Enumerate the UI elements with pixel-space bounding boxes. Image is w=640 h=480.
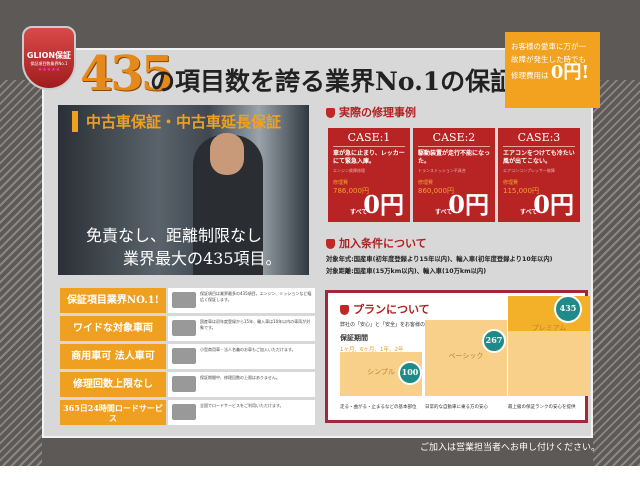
person-head: [210, 133, 244, 175]
plan-period: 1ヶ月、6ヶ月、1年、2年: [340, 347, 404, 353]
case-desc: 駆動装置が走行不能になった。: [418, 150, 491, 165]
road-service-icon: [172, 404, 196, 420]
badge-sub: 保証項目数業界No.1: [30, 61, 68, 66]
year-icon: [172, 320, 196, 336]
case-card: CASE:1 車が急に止まり、レッカーにて緊急入庫。 エンジン故障修理 修理費 …: [328, 128, 410, 222]
lift-icon: [172, 376, 196, 392]
case-card: CASE:2 駆動装置が走行不能になった。 トランスミッション不具合 修理費 8…: [413, 128, 495, 222]
feature-row: 修理回数上限なし 保証期間中、修理回数の上限はありません。: [60, 372, 315, 397]
engine-icon: [172, 292, 196, 308]
case-desc: 車が急に止まり、レッカーにて緊急入庫。: [333, 150, 405, 165]
plan-items: 267: [485, 335, 503, 345]
feature-info: 保証項目は業界最多の435項目。エンジン、ミッションなど幅広く保証します。: [168, 288, 315, 313]
plan-caption: 日常的な自動車に乗る方の安心: [425, 405, 488, 410]
feature-label: 修理回数上限なし: [60, 372, 166, 397]
conditions-heading-text: 加入条件について: [339, 237, 427, 250]
plan-items: 100: [401, 367, 419, 377]
case-price: 786,000円: [333, 187, 369, 195]
case-all: すべて: [435, 209, 453, 216]
case-price: 115,000円: [503, 187, 539, 195]
case-all: すべて: [520, 209, 538, 216]
promo-box: お客様の愛車に万が一 故障が発生した時でも 修理費用は 0円!: [505, 32, 600, 108]
condition-distance: 対象距離:国産車(15万km以内)、輸入車(10万km以内): [326, 268, 487, 275]
case-detail: トランスミッション不具合: [418, 168, 466, 173]
case-price-label: 修理費: [418, 180, 434, 186]
condition-year: 対象年式:国産車(初年度登録より15年以内)、輸入車(初年度登録より10年以内): [326, 256, 553, 263]
feature-row: 365日24時間ロードサービス 全国でロードサービスをご利用いただけます。: [60, 400, 315, 425]
case-detail: エアコンコンプレッサー故障: [503, 168, 555, 173]
feature-label: 365日24時間ロードサービス: [60, 400, 166, 425]
case-title: CASE:3: [503, 131, 575, 147]
badge-brand: GLION保証: [26, 51, 72, 60]
plan-items-badge: 100: [398, 361, 422, 385]
feature-row: 保証項目業界NO.1! 保証項目は業界最多の435項目。エンジン、ミッションなど幅…: [60, 288, 315, 313]
badge-stars: ★★★★★: [37, 67, 61, 73]
headline-number: 435: [80, 46, 174, 102]
case-card: CASE:3 エアコンをつけても冷たい風が出てこない。 エアコンコンプレッサー故…: [498, 128, 580, 222]
case-price-label: 修理費: [503, 180, 519, 186]
case-desc: エアコンをつけても冷たい風が出てこない。: [503, 150, 575, 165]
plan-heading: プランについて: [340, 301, 430, 317]
plan-caption: 走る・曲がる・止まるなどの基本部位: [340, 405, 417, 410]
feature-info: 小型商用車・法人名義のお車もご加入いただけます。: [168, 344, 315, 369]
stripe-decoration: [0, 80, 42, 466]
feature-text: 保証期間中、修理回数の上限はありません。: [200, 375, 280, 380]
plan-caption: 最上級の保証ランクの安心を提供: [508, 405, 576, 410]
plan-items: 435: [559, 303, 577, 313]
promo-line: 故障が発生した時でも: [511, 55, 586, 64]
plan-box: プランについて 弊社の「安心」と「安全」をお客様のお車にお届けいたします。 保証…: [325, 290, 590, 423]
car-icon: [172, 348, 196, 364]
brand-badge: GLION保証 保証項目数業界No.1 ★★★★★: [22, 26, 76, 90]
plan-items-badge: 435: [554, 295, 582, 323]
case-all: すべて: [350, 209, 368, 216]
shield-icon: [340, 305, 349, 315]
feature-label: 保証項目業界NO.1!: [60, 288, 166, 313]
feature-info: 全国でロードサービスをご利用いただけます。: [168, 400, 315, 425]
plan-name: シンプル: [367, 368, 395, 376]
feature-text: 保証項目は業界最多の435項目。エンジン、ミッションなど幅広く保証します。: [200, 291, 312, 302]
promo-line: 修理費用は: [511, 71, 549, 80]
plan-name: ベーシック: [448, 352, 484, 360]
plan-name: プレミアム: [531, 324, 567, 332]
promo-zero: 0円!: [550, 62, 590, 83]
case-zero: 0円: [533, 190, 574, 219]
shield-icon: [326, 239, 335, 249]
feature-text: 国産車は初年度登録から15年、輸入車は10年以内の車両が対象です。: [200, 319, 311, 330]
feature-row: ワイドな対象車両 国産車は初年度登録から15年、輸入車は10年以内の車両が対象です…: [60, 316, 315, 341]
cases-heading: 実際の修理事例: [326, 104, 416, 120]
case-zero: 0円: [363, 190, 404, 219]
plan-period-label: 保証期間: [340, 334, 368, 342]
plan-heading-text: プランについて: [353, 303, 430, 316]
headline-text: の項目数を誇る業界No.1の保証: [150, 67, 516, 96]
feature-row: 商用車可 法人車可 小型商用車・法人名義のお車もご加入いただけます。: [60, 344, 315, 369]
feature-text: 小型商用車・法人名義のお車もご加入いただけます。: [200, 347, 296, 352]
case-price: 860,000円: [418, 187, 454, 195]
feature-info: 国産車は初年度登録から15年、輸入車は10年以内の車両が対象です。: [168, 316, 315, 341]
case-title: CASE:1: [333, 131, 405, 147]
case-detail: エンジン故障修理: [333, 168, 365, 173]
plan-items-badge: 267: [482, 329, 506, 353]
case-title: CASE:2: [418, 131, 490, 147]
photo-line2: 業界最大の435項目。: [123, 249, 282, 268]
promo-line: お客様の愛車に万が一: [511, 42, 586, 51]
footer-note: ご加入は営業担当者へお申し付けください。: [420, 443, 601, 453]
photo-line1: 免責なし、距離制限なし: [86, 226, 263, 245]
cases-heading-text: 実際の修理事例: [339, 106, 416, 119]
case-price-label: 修理費: [333, 180, 349, 186]
stripe-decoration: [593, 80, 640, 466]
feature-label: ワイドな対象車両: [60, 316, 166, 341]
feature-label: 商用車可 法人車可: [60, 344, 166, 369]
case-zero: 0円: [448, 190, 489, 219]
hero-photo: 中古車保証・中古車延長保証 免責なし、距離制限なし 業界最大の435項目。: [58, 105, 309, 275]
photo-title: 中古車保証・中古車延長保証: [72, 111, 281, 132]
conditions-heading: 加入条件について: [326, 235, 427, 251]
plan-intro: 弊社の「安心」と「安全」をお客様のお車にお届けいたします。: [340, 322, 485, 328]
shield-icon: [326, 108, 335, 118]
feature-info: 保証期間中、修理回数の上限はありません。: [168, 372, 315, 397]
feature-text: 全国でロードサービスをご利用いただけます。: [200, 403, 284, 408]
